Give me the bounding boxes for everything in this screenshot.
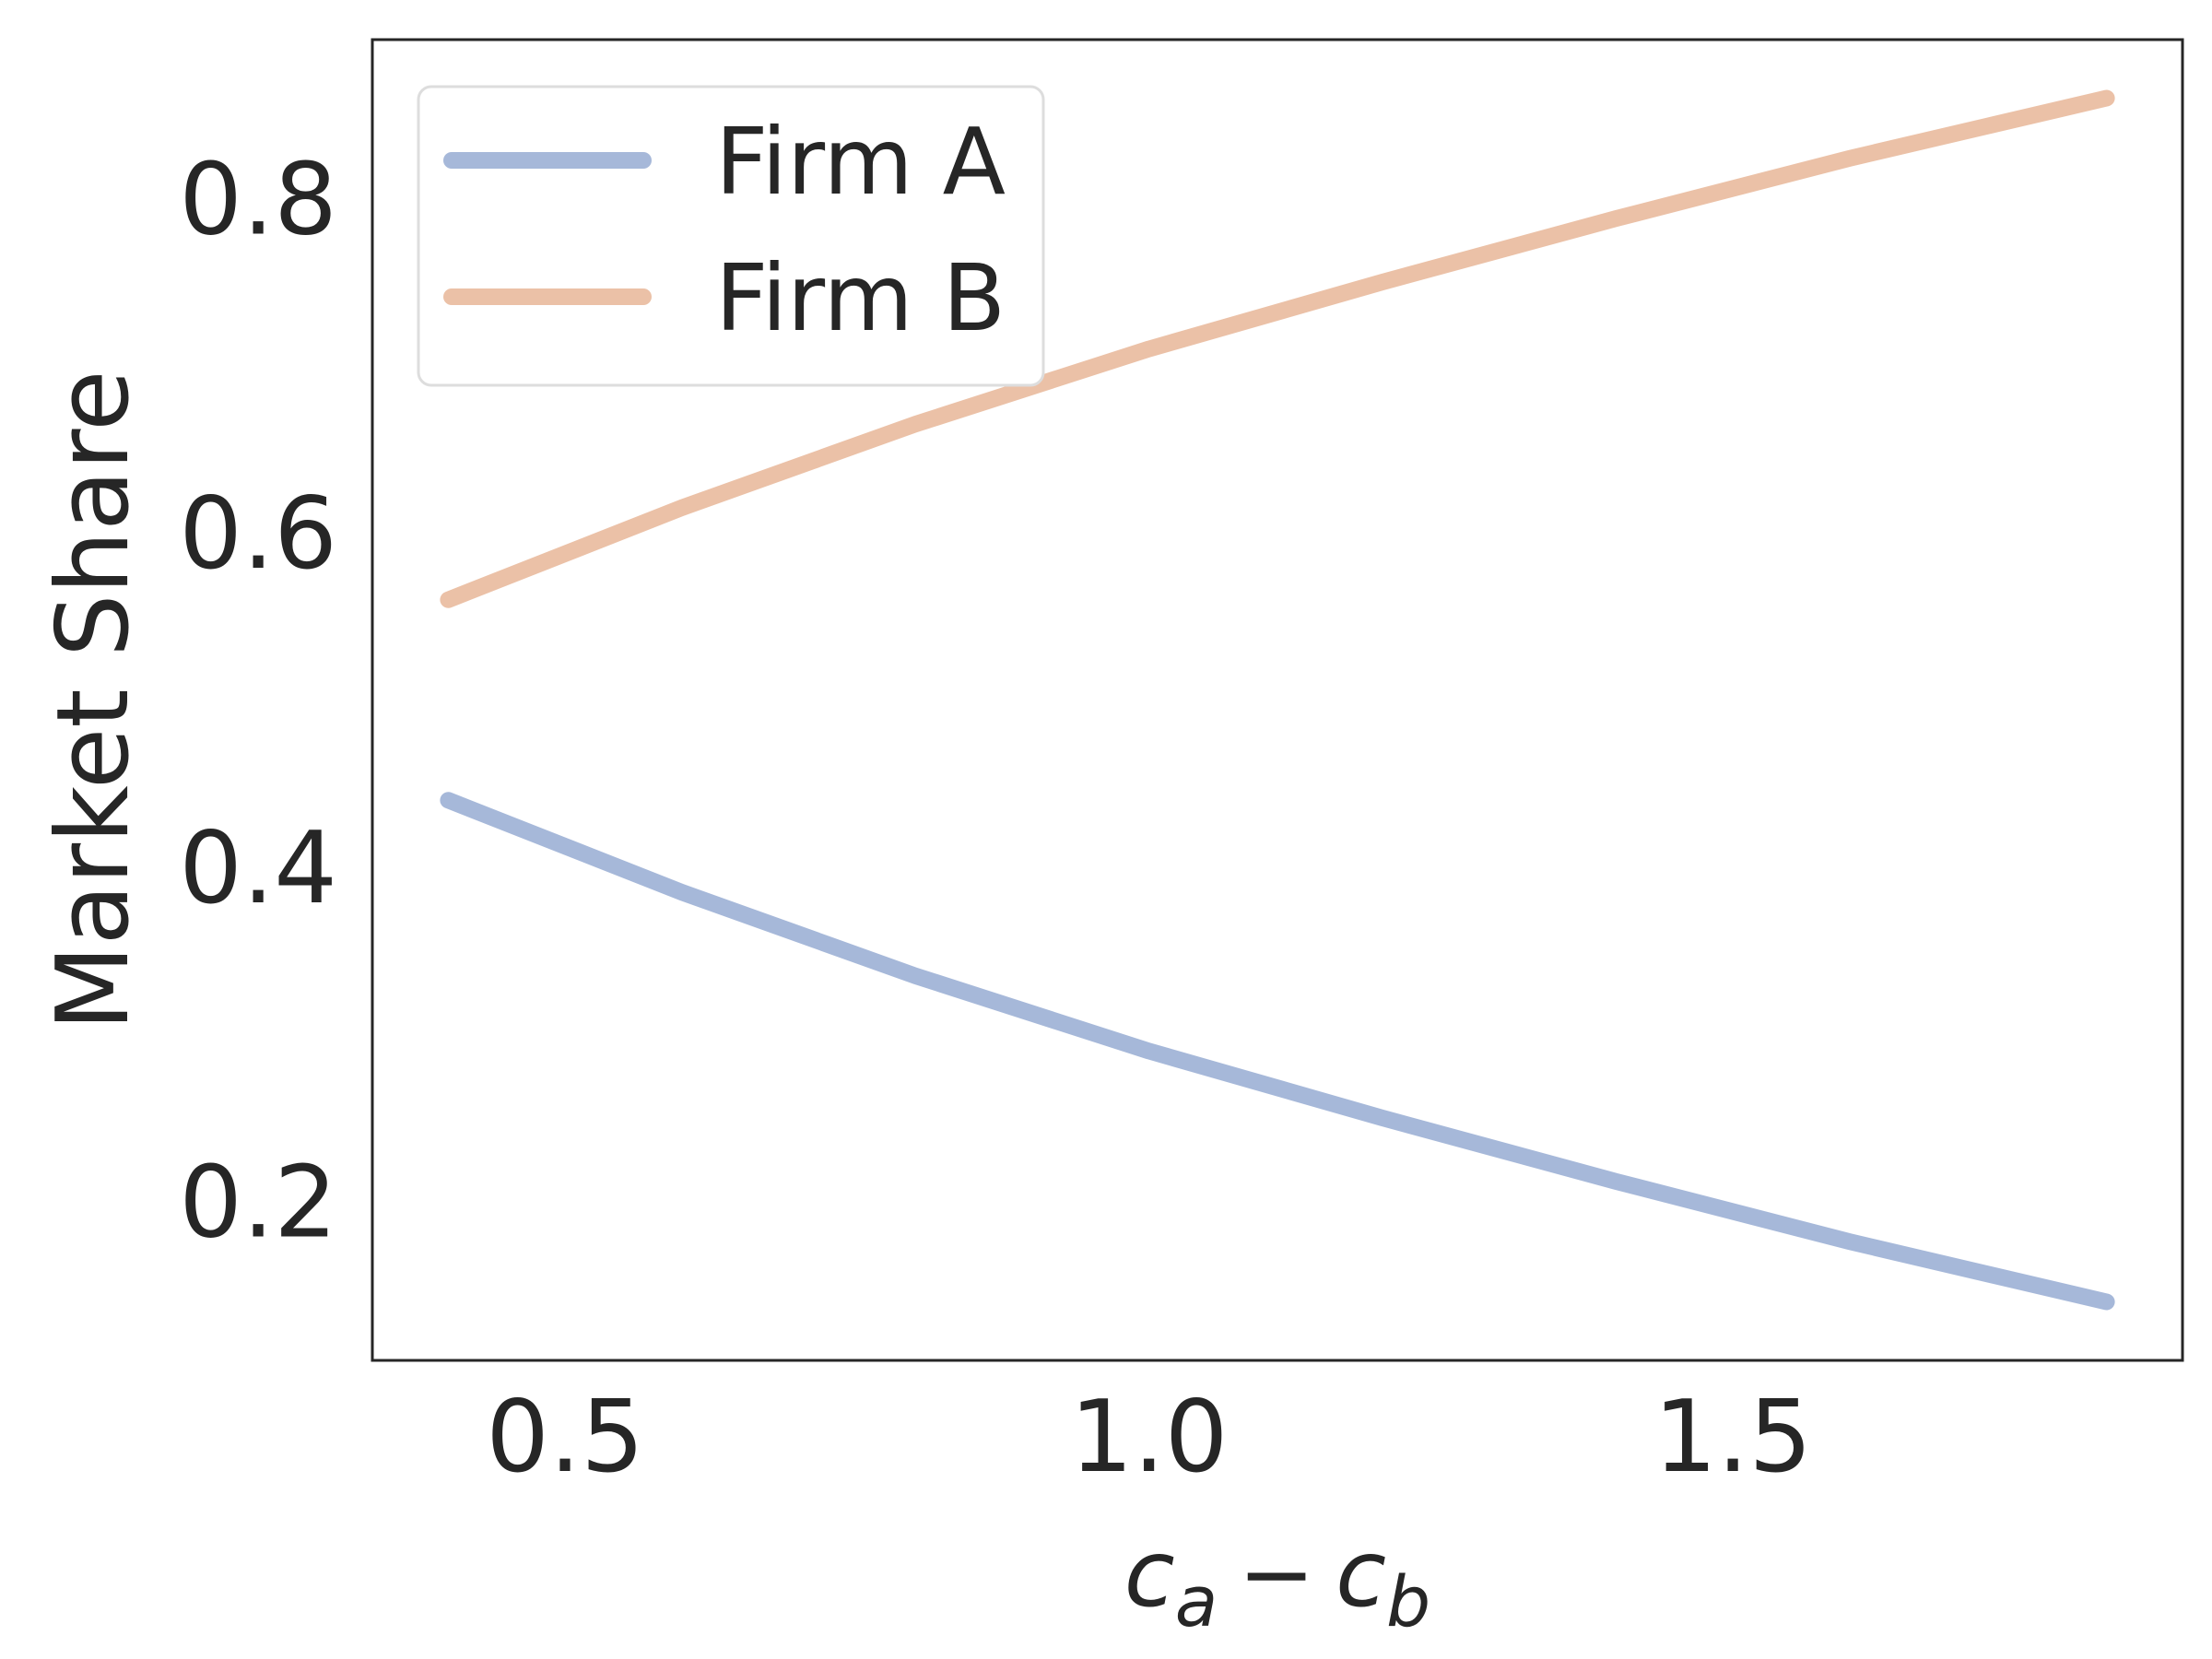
- y-tick-label: 0.4: [179, 811, 337, 926]
- series-group: [440, 89, 2115, 1311]
- y-tick-labels: 0.2 0.4 0.6 0.8: [179, 142, 337, 1260]
- legend-label-firm-b: Firm B: [715, 244, 1006, 352]
- y-axis-label: Market Share: [36, 370, 151, 1030]
- x-tick-label: 1.5: [1653, 1380, 1812, 1495]
- x-tick-labels: 0.5 1.0 1.5: [486, 1380, 1812, 1495]
- series-line-firm-a: [440, 792, 2115, 1311]
- x-tick-label: 1.0: [1070, 1380, 1229, 1495]
- y-tick-label: 0.6: [179, 477, 337, 592]
- x-tick-label: 0.5: [486, 1380, 644, 1495]
- x-axis-label-c2: c: [1335, 1520, 1386, 1628]
- y-tick-label: 0.2: [179, 1146, 337, 1261]
- x-axis-label: ca − cb: [1124, 1520, 1431, 1642]
- x-axis-label-c1: c: [1124, 1520, 1175, 1628]
- legend-label-firm-a: Firm A: [715, 108, 1006, 216]
- series-line-firm-b: [440, 89, 2115, 608]
- x-axis-label-sub2: b: [1386, 1560, 1430, 1642]
- x-axis-label-op: −: [1238, 1520, 1315, 1628]
- legend: Firm A Firm B: [417, 85, 1045, 387]
- y-tick-label: 0.8: [179, 142, 337, 257]
- x-axis-label-sub1: a: [1175, 1560, 1218, 1642]
